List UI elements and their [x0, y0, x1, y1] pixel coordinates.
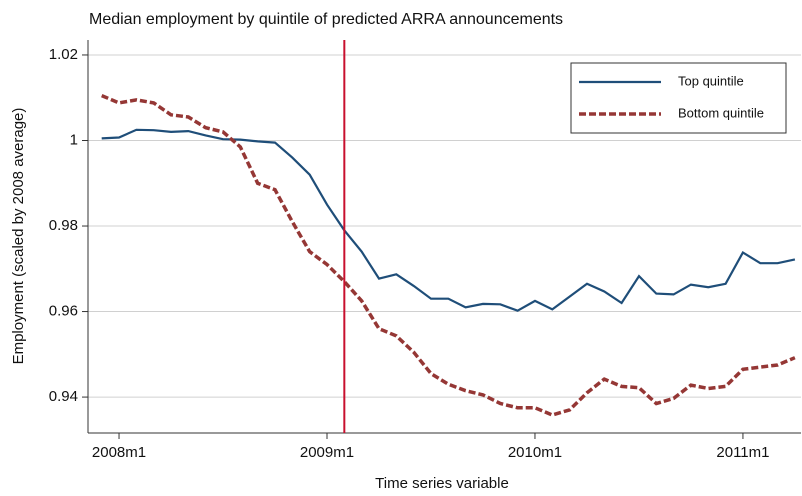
series-line	[101, 128, 796, 312]
legend-label: Bottom quintile	[678, 105, 764, 120]
chart-title: Median employment by quintile of predict…	[89, 11, 563, 28]
y-tick-label: 0.98	[49, 217, 78, 234]
y-tick-label: 0.96	[49, 303, 78, 320]
series-line	[101, 93, 796, 417]
y-tick-label: 1	[70, 131, 78, 148]
x-tick-label: 2008m1	[92, 444, 146, 461]
legend-label: Top quintile	[678, 73, 744, 88]
x-tick-label: 2011m1	[716, 444, 769, 461]
legend-box	[570, 62, 787, 134]
x-tick-label: 2010m1	[508, 444, 562, 461]
x-axis-label: Time series variable	[375, 475, 509, 492]
x-tick-label: 2009m1	[300, 444, 354, 461]
y-tick-label: 1.02	[49, 46, 78, 63]
y-axis-label: Employment (scaled by 2008 average)	[10, 108, 27, 365]
y-tick-label: 0.94	[49, 388, 78, 405]
